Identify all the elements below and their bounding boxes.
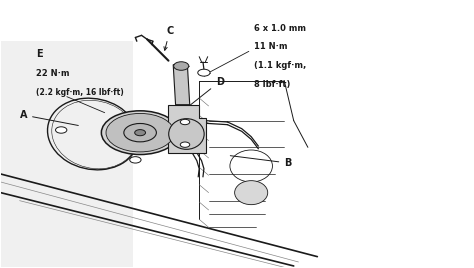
Circle shape — [135, 130, 146, 136]
Text: C: C — [164, 26, 173, 50]
Polygon shape — [133, 1, 474, 267]
Polygon shape — [168, 105, 206, 153]
Polygon shape — [0, 1, 133, 267]
Text: 6 x 1.0 mm: 6 x 1.0 mm — [254, 24, 306, 33]
Circle shape — [101, 111, 179, 155]
Circle shape — [180, 119, 190, 125]
Circle shape — [180, 142, 190, 147]
Circle shape — [106, 113, 174, 152]
Text: 11 N·m: 11 N·m — [254, 42, 287, 51]
Polygon shape — [0, 1, 474, 41]
Text: 22 N·m: 22 N·m — [36, 69, 70, 78]
Text: A: A — [19, 110, 78, 125]
Circle shape — [173, 62, 189, 70]
Ellipse shape — [169, 119, 204, 149]
Text: E: E — [36, 49, 43, 59]
Polygon shape — [173, 65, 190, 105]
Text: (2.2 kgf·m, 16 lbf·ft): (2.2 kgf·m, 16 lbf·ft) — [36, 88, 124, 97]
Text: (1.1 kgf·m,: (1.1 kgf·m, — [254, 61, 306, 70]
Circle shape — [119, 126, 128, 131]
Circle shape — [55, 127, 67, 133]
Circle shape — [124, 124, 156, 142]
Circle shape — [198, 69, 210, 76]
Text: D: D — [190, 77, 224, 106]
Ellipse shape — [235, 181, 268, 205]
Circle shape — [130, 157, 141, 163]
Text: B: B — [230, 156, 292, 168]
Text: 8 lbf·ft): 8 lbf·ft) — [254, 80, 290, 89]
